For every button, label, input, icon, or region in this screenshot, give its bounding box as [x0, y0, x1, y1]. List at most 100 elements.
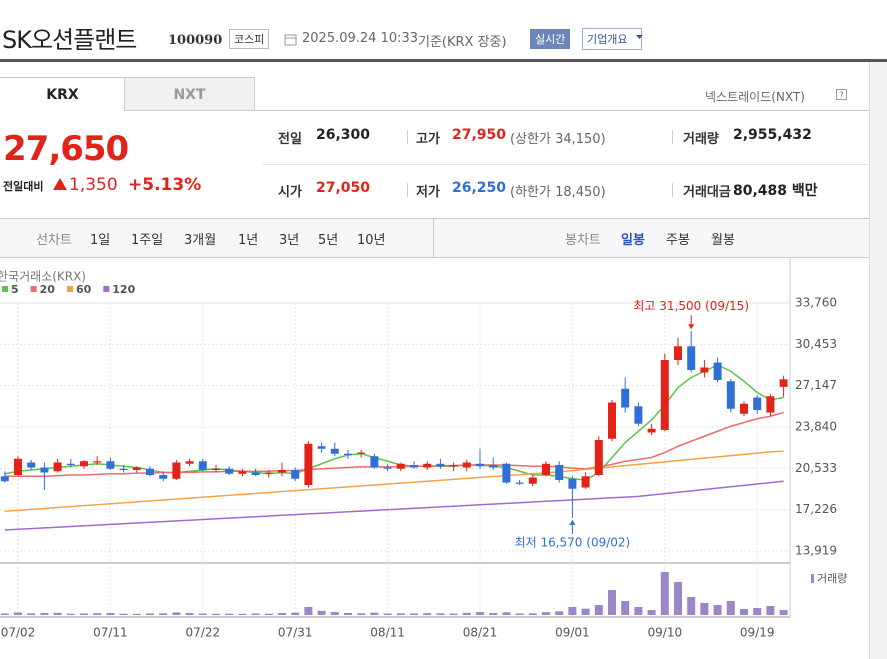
legend-swatch	[2, 286, 8, 292]
volume-bar	[317, 610, 326, 615]
tab-nxt[interactable]: NXT	[124, 77, 255, 111]
chart-kind[interactable]: 봉차트	[565, 233, 601, 248]
y-tick-label: 20,533	[795, 461, 837, 475]
volume-bar	[462, 612, 471, 615]
volume-bar	[713, 605, 722, 615]
period[interactable]: 1년	[238, 233, 259, 248]
period[interactable]: 3년	[279, 233, 300, 248]
candle-body	[647, 428, 656, 433]
volume-bar	[581, 608, 590, 615]
volume-bar	[264, 613, 273, 615]
market-badge: 코스피	[229, 29, 270, 49]
volume-bar	[0, 613, 9, 615]
period[interactable]: 5년	[318, 233, 339, 248]
up-arrow	[53, 178, 67, 190]
volume-bar	[634, 607, 643, 615]
realtime-badge[interactable]: 실시간	[530, 29, 571, 49]
period[interactable]: 1주일	[131, 233, 164, 248]
legend-label: 60	[76, 283, 92, 296]
candle-body	[766, 396, 775, 413]
candle-body	[489, 465, 498, 468]
volume-bar	[278, 613, 286, 615]
volume-bar	[198, 613, 207, 615]
stat-label: 시가	[278, 185, 302, 200]
volume-bar	[608, 590, 616, 615]
candle-body	[251, 472, 260, 475]
period[interactable]: 3개월	[184, 233, 217, 248]
volume-bar	[753, 608, 762, 615]
volume-bar	[383, 613, 392, 615]
volume-bar	[66, 613, 75, 615]
ma-line	[4, 364, 784, 481]
stat-value: 80,488 백만	[733, 183, 818, 199]
candle-body	[185, 461, 194, 464]
candle-body	[330, 448, 339, 454]
y-tick-label: 13,919	[795, 544, 837, 558]
divider	[672, 183, 673, 197]
stat-label: 전일	[278, 132, 302, 147]
volume-bar	[172, 612, 181, 615]
period[interactable]: 1일	[90, 233, 111, 248]
candle-body	[726, 381, 735, 409]
period[interactable]: 선차트	[36, 233, 72, 248]
volume-bar	[304, 607, 313, 615]
candle-body	[53, 462, 62, 472]
x-tick-label: 09/19	[740, 626, 775, 640]
stat-label: 저가	[416, 185, 440, 200]
candle-body	[291, 470, 300, 479]
candle-body	[687, 346, 696, 370]
stock-name: SK오션플랜트	[2, 26, 137, 54]
change: 1,350	[69, 175, 118, 195]
volume-bar	[779, 610, 788, 615]
candle-body	[410, 465, 418, 468]
legend-label: 5	[11, 283, 19, 296]
candle-body	[132, 467, 141, 470]
candle-body	[660, 360, 669, 430]
stat-value: 2,955,432	[733, 127, 812, 143]
period[interactable]: 10년	[357, 233, 386, 248]
y-tick-label: 27,147	[795, 378, 837, 392]
candle-body	[212, 468, 220, 470]
nxt-link[interactable]: 넥스트레이드(NXT)	[705, 90, 805, 104]
chart-kind[interactable]: 월봉	[711, 233, 735, 248]
ma-line	[4, 450, 784, 512]
candle-body	[621, 388, 630, 408]
tab-krx[interactable]: KRX	[0, 77, 125, 111]
volume-bar	[185, 613, 194, 615]
candle-body	[278, 470, 286, 473]
volume-bar	[159, 613, 168, 615]
dropdown-icon	[636, 35, 643, 39]
volume-bar	[555, 611, 564, 615]
candle-body	[198, 461, 207, 470]
candle-body	[27, 462, 36, 468]
volume-bar	[687, 597, 696, 615]
ma-line	[4, 411, 784, 477]
candle-body	[713, 362, 722, 380]
volume-bar	[27, 613, 36, 615]
volume-bar	[291, 612, 300, 615]
volume-bar	[132, 613, 141, 615]
volume-bar	[330, 612, 339, 615]
legend-swatch	[30, 286, 37, 292]
legend-label: 거래량	[817, 572, 847, 585]
volume-bar	[515, 613, 524, 615]
candle-body	[66, 463, 75, 465]
divider	[407, 130, 408, 144]
volume-bar	[766, 606, 775, 615]
volume-bar	[740, 609, 748, 615]
stat-value: 27,950	[452, 127, 507, 143]
candle-body	[740, 403, 748, 414]
candle-body	[106, 461, 115, 469]
candle-body	[14, 458, 22, 475]
candle-body	[542, 463, 550, 475]
volume-bar	[542, 612, 550, 615]
volume-bar	[146, 613, 154, 615]
candle-body	[264, 472, 273, 474]
legend-swatch	[103, 286, 110, 292]
chart-kind[interactable]: 주봉	[666, 233, 690, 248]
overview-button[interactable]: 기업개요	[582, 28, 643, 50]
chart-kind[interactable]: 일봉	[621, 233, 645, 248]
volume-bar	[528, 613, 537, 615]
volume-bar	[225, 613, 234, 615]
candle-body	[225, 468, 234, 474]
